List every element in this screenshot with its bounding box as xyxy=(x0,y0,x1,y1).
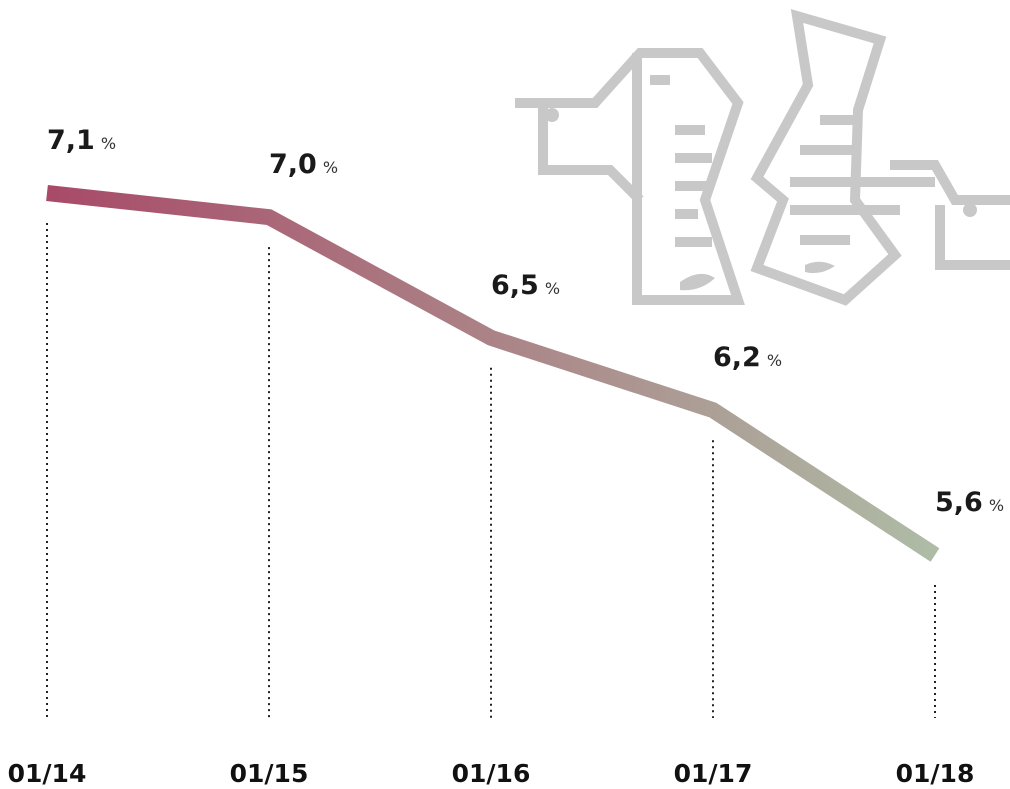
value-label: 6,5% xyxy=(491,270,560,301)
value-unit: % xyxy=(989,496,1004,515)
value-unit: % xyxy=(767,351,782,370)
x-tick-label: 01/15 xyxy=(230,759,309,788)
value-number: 6,5 xyxy=(491,270,539,301)
value-unit: % xyxy=(545,279,560,298)
value-label: 7,1% xyxy=(47,125,116,156)
x-tick-label: 01/18 xyxy=(896,759,975,788)
x-tick-label: 01/14 xyxy=(8,759,87,788)
x-tick-label: 01/17 xyxy=(674,759,753,788)
value-number: 7,0 xyxy=(269,149,317,180)
value-number: 5,6 xyxy=(935,487,983,518)
value-unit: % xyxy=(101,134,116,153)
value-number: 6,2 xyxy=(713,342,761,373)
data-line xyxy=(46,185,940,562)
value-label: 7,0% xyxy=(269,149,338,180)
value-label: 6,2% xyxy=(713,342,782,373)
value-unit: % xyxy=(323,158,338,177)
value-label: 5,6% xyxy=(935,487,1004,518)
handshake-illustration xyxy=(515,9,1010,306)
x-tick-label: 01/16 xyxy=(452,759,531,788)
value-number: 7,1 xyxy=(47,125,95,156)
